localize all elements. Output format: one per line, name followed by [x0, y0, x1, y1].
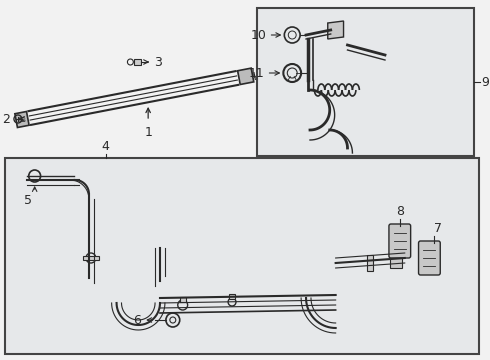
Text: 2: 2: [2, 113, 10, 126]
Bar: [83, 256, 99, 260]
Bar: [390, 258, 402, 268]
Text: 6: 6: [133, 314, 141, 327]
Text: 11: 11: [249, 67, 265, 80]
Bar: [180, 297, 186, 302]
Polygon shape: [238, 68, 254, 85]
Text: 9: 9: [482, 76, 490, 89]
Bar: [367, 255, 373, 271]
Text: 7: 7: [434, 222, 442, 235]
Bar: [134, 59, 141, 65]
Text: 5: 5: [24, 194, 32, 207]
Text: 1: 1: [144, 126, 152, 139]
FancyBboxPatch shape: [418, 241, 440, 275]
Text: 10: 10: [251, 28, 267, 41]
Polygon shape: [328, 21, 343, 39]
FancyBboxPatch shape: [389, 224, 411, 258]
Bar: [5, 158, 479, 354]
Text: 4: 4: [102, 140, 110, 153]
Bar: [229, 294, 235, 299]
Text: 8: 8: [396, 205, 404, 218]
Bar: [257, 8, 474, 156]
Polygon shape: [15, 112, 29, 127]
Text: 3: 3: [154, 55, 162, 68]
